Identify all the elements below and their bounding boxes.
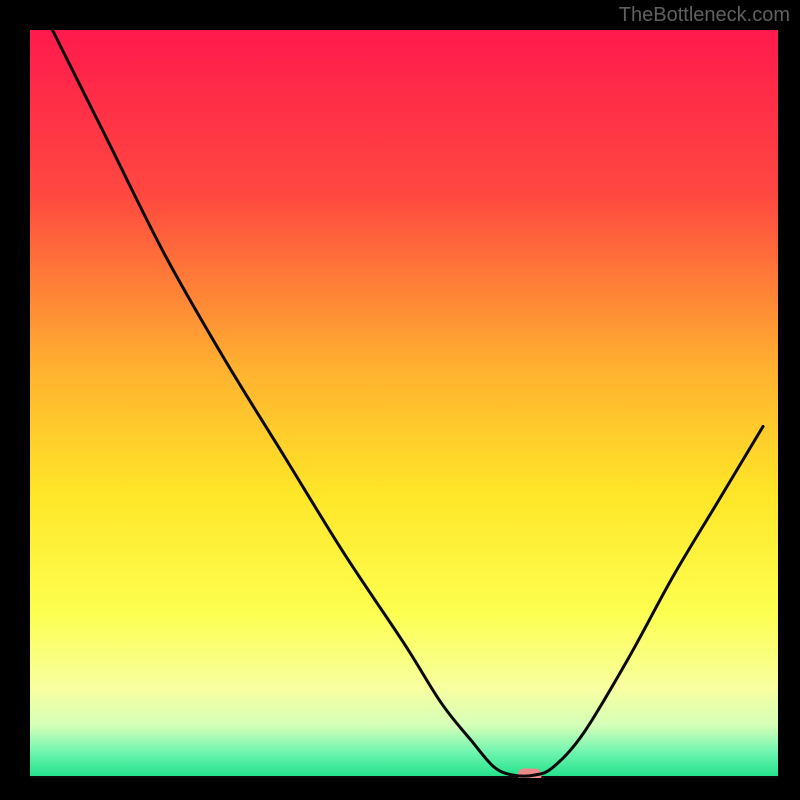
gradient-background	[30, 30, 778, 778]
attribution-text: TheBottleneck.com	[619, 4, 790, 27]
chart-svg	[30, 30, 778, 778]
bottleneck-chart	[30, 30, 778, 778]
